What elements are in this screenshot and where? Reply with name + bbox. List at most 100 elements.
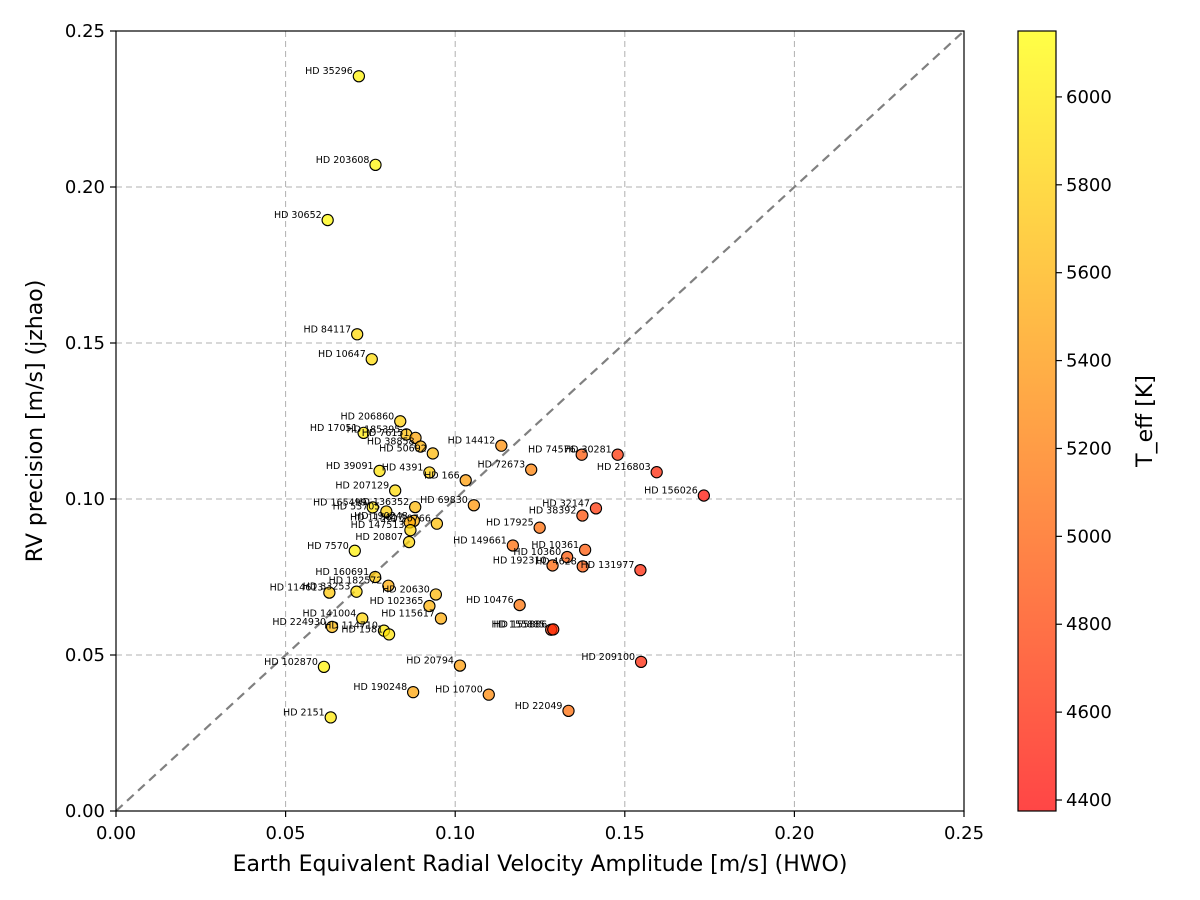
point-label: HD 22049 (515, 701, 563, 712)
colorbar-tick-label: 6000 (1066, 87, 1112, 108)
data-point (576, 509, 589, 522)
point-label: HD 33253 (303, 582, 351, 593)
point-label: HD 20766 (383, 514, 431, 525)
point-label: HD 7570 (307, 541, 349, 552)
point-label: HD 38392 (529, 506, 577, 517)
data-point (423, 466, 436, 479)
colorbar-title: T_eff [K] (1133, 375, 1158, 468)
x-tick-label: 0.20 (774, 823, 814, 844)
point-label: HD 131977 (581, 560, 635, 571)
point-label: HD 115617 (350, 512, 404, 523)
data-point (482, 688, 495, 701)
point-label: HD 20807 (355, 532, 403, 543)
data-point (575, 448, 588, 461)
data-point (356, 612, 369, 625)
data-point (324, 711, 337, 724)
x-tick-label: 0.25 (944, 823, 984, 844)
point-label: HD 149661 (453, 535, 507, 546)
data-point (380, 505, 393, 518)
point-label: HD 207129 (335, 481, 389, 492)
data-point (634, 563, 647, 577)
data-point (317, 660, 331, 674)
data-point (423, 599, 436, 613)
point-label: HD 156026 (644, 486, 698, 497)
point-label: HD 166 (424, 470, 460, 481)
colorbar-tick-label: 5400 (1066, 351, 1112, 372)
point-label: HD 38858 (367, 437, 415, 448)
plot-frame (115, 30, 965, 812)
point-label: HD 192310 (493, 555, 547, 566)
point-label: HD 32147 (542, 498, 590, 509)
data-point (650, 466, 663, 479)
colorbar-tick-label: 5600 (1066, 263, 1112, 284)
point-label: HD 10361 (531, 540, 579, 551)
data-point (525, 463, 538, 476)
y-tick-label: 0.05 (65, 645, 105, 666)
data-point (506, 539, 520, 552)
data-point (350, 585, 363, 598)
point-label: HD 69830 (420, 495, 468, 506)
point-label: HD 165499 (313, 497, 367, 508)
data-point (406, 685, 420, 699)
point-label: HD 114613 (270, 583, 324, 594)
x-tick-label: 0.10 (435, 823, 475, 844)
data-point (414, 440, 427, 453)
data-point (611, 448, 624, 461)
grid (116, 31, 964, 811)
point-label: HD 10700 (435, 685, 483, 696)
data-point (404, 524, 417, 537)
point-label: HD 30652 (274, 210, 322, 221)
data-point (546, 559, 559, 572)
data-point (434, 612, 448, 625)
point-label: HD 155885 (491, 620, 545, 631)
x-tick-label: 0.00 (96, 823, 136, 844)
data-point (429, 588, 443, 601)
reference-diagonal-line (115, 30, 965, 812)
point-label: HD 203608 (316, 155, 370, 166)
point-label: HD 224930 (272, 617, 326, 628)
point-label: HD 147513 (351, 520, 405, 531)
point-label: HD 115617 (381, 608, 435, 619)
data-point (368, 570, 382, 584)
data-point (547, 623, 560, 636)
point-label: HD 10476 (466, 595, 514, 606)
data-point (459, 474, 472, 487)
data-point (351, 328, 364, 341)
point-label: HD 35296 (305, 66, 353, 77)
data-point (560, 550, 574, 564)
colorbar-ticks: 4400 4600 4800 5000 5200 5400 5600 5800 6000 (1056, 87, 1112, 811)
point-label: HD 1581 (341, 624, 383, 635)
point-label: HD 20794 (406, 656, 454, 667)
data-point (382, 579, 395, 592)
colorbar-tick-label: 5800 (1066, 175, 1112, 196)
data-point (357, 426, 370, 440)
data-point (578, 543, 592, 557)
point-label: HD 155886 (493, 619, 547, 630)
point-label: HD 190248 (354, 511, 408, 522)
data-point (373, 464, 386, 478)
point-label: HD 72673 (477, 460, 525, 471)
data-point (589, 502, 603, 515)
y-tick-label: 0.20 (65, 177, 105, 198)
data-point (430, 517, 444, 530)
data-point (697, 489, 710, 502)
colorbar-tick-label: 5200 (1066, 438, 1112, 459)
data-point (348, 544, 361, 557)
point-label: HD 10360 (513, 547, 561, 558)
point-label: HD 182572 (329, 576, 383, 587)
colorbar-tick-label: 4800 (1066, 614, 1112, 635)
point-label: HD 4628 (535, 556, 577, 567)
point-label: HD 76151 (362, 428, 410, 439)
point-label: HD 30281 (564, 445, 612, 456)
point-label: HD 39091 (326, 461, 374, 472)
point-label: HD 190248 (353, 682, 407, 693)
point-label: HD 216803 (597, 462, 651, 473)
data-point (369, 158, 382, 171)
data-point (453, 659, 467, 672)
point-label: HD 74576 (528, 445, 576, 456)
y-axis-title: RV precision [m/s] (jzhao) (23, 280, 48, 563)
data-point (533, 521, 546, 534)
data-point (352, 70, 366, 83)
point-label: HD 102365 (370, 596, 424, 607)
